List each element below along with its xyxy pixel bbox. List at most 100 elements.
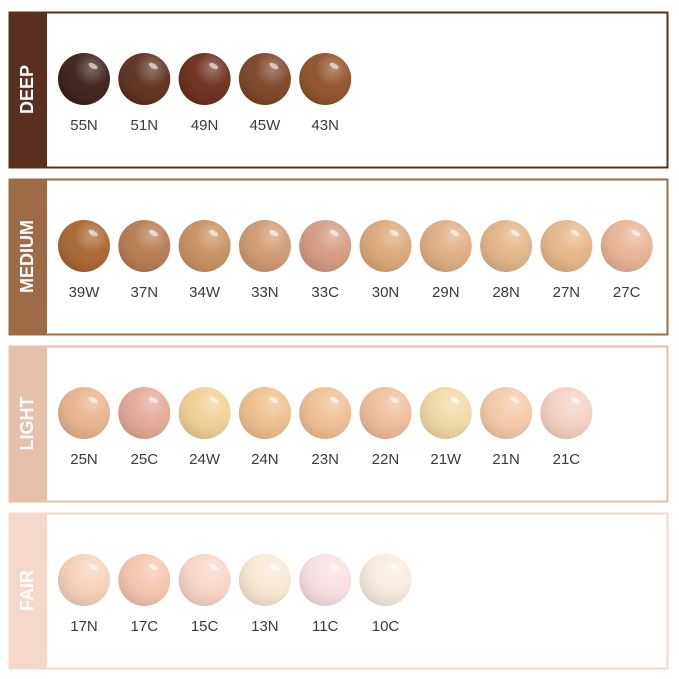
swatch-shine [299,53,352,105]
shade-label: 15C [191,618,219,635]
shade-label: 24W [189,451,221,468]
shade-label: 28N [492,284,520,301]
swatch-highlight [631,229,641,237]
swatch-highlight [510,229,520,237]
swatch-highlight [570,229,580,237]
shade-label: 21W [430,451,462,468]
panel-band [9,513,47,669]
swatch-shine [419,220,472,272]
swatch-highlight [329,62,339,70]
swatch-highlight [269,396,279,404]
shade-label: 21N [492,451,520,468]
swatch-shine [58,387,110,439]
swatch-highlight [329,396,339,404]
swatch-highlight [269,563,279,571]
swatch-highlight [209,563,219,571]
swatch-shine [299,220,352,272]
swatch-shine [540,220,593,272]
swatch-highlight [88,563,98,571]
swatch-shine [118,220,171,272]
shade-label: 34W [189,284,221,301]
swatch-shine [359,554,412,606]
shade-label: 45W [249,117,281,134]
shade-label: 33C [311,284,339,301]
swatch-shine [118,387,171,439]
swatch-shine [359,387,412,439]
swatch-shine [299,554,352,606]
group-label: MEDIUM [17,220,37,293]
swatch-highlight [88,396,98,404]
swatch-shine [238,554,291,606]
swatch-highlight [148,62,158,70]
swatch-shine [480,220,533,272]
swatch-shine [58,554,110,606]
swatch-highlight [329,563,339,571]
swatch-shine [299,387,352,439]
swatch-highlight [209,229,219,237]
shade-label: 27N [553,284,581,301]
swatch-highlight [450,396,460,404]
swatch-highlight [450,229,460,237]
shade-label: 39W [69,284,101,301]
shade-label: 30N [372,284,400,301]
shade-label: 21C [553,451,581,468]
swatch-highlight [88,62,98,70]
swatch-shine [419,387,472,439]
shade-label: 10C [372,618,400,635]
swatch-shine [178,53,231,105]
shade-label: 17N [70,618,98,635]
swatch-highlight [148,396,158,404]
swatch-highlight [269,229,279,237]
swatch-highlight [329,229,339,237]
swatch-shine [238,220,291,272]
swatch-shine [238,53,291,105]
shade-label: 17C [131,618,159,635]
shade-label: 23N [311,451,339,468]
swatch-highlight [389,229,400,237]
swatch-shine [600,220,653,272]
shade-label: 29N [432,284,460,301]
swatch-shine [480,387,533,439]
swatch-highlight [88,229,98,237]
shade-label: 25C [131,451,159,468]
swatch-shine [178,554,231,606]
swatch-highlight [389,563,400,571]
shade-label: 51N [131,117,159,134]
group-label: DEEP [17,65,37,114]
swatch-shine [118,53,171,105]
shade-label: 13N [251,618,279,635]
swatch-shine [58,220,110,272]
swatch-highlight [209,396,219,404]
shade-label: 24N [251,451,279,468]
panel-band [9,179,47,335]
shade-label: 37N [131,284,159,301]
swatch-highlight [148,229,158,237]
swatch-highlight [269,62,279,70]
swatch-shine [178,387,231,439]
shade-label: 43N [311,117,339,134]
swatch-highlight [389,396,400,404]
swatch-highlight [570,396,580,404]
group-label: LIGHT [17,397,37,451]
swatch-highlight [209,62,219,70]
group-label: FAIR [17,570,37,611]
swatch-shine [359,220,412,272]
swatch-shine [178,220,231,272]
panel-band [9,12,47,168]
swatch-shine [238,387,291,439]
shade-label: 11C [312,618,339,635]
swatch-highlight [510,396,520,404]
shade-label: 25N [70,451,98,468]
swatch-shine [58,53,110,105]
shade-label: 27C [613,284,641,301]
shade-label: 33N [251,284,279,301]
swatch-shine [118,554,171,606]
shade-label: 55N [70,117,98,134]
shade-label: 22N [372,451,400,468]
panel-band [9,346,47,502]
swatch-shine [540,387,593,439]
shade-label: 49N [191,117,219,134]
swatch-highlight [148,563,158,571]
